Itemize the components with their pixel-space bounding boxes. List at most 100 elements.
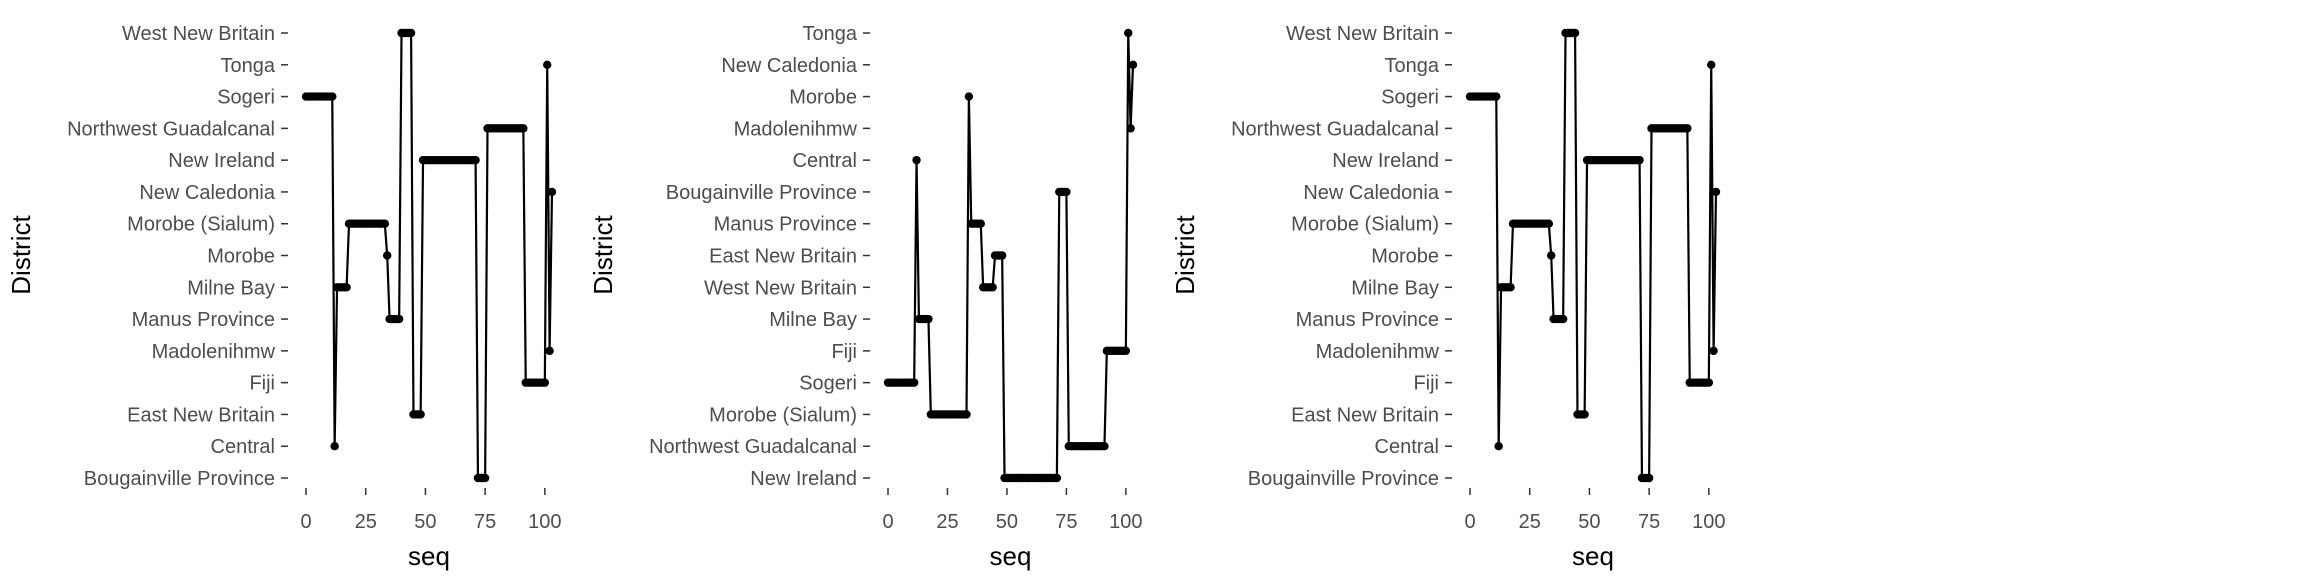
y-tick-label: Manus Province (132, 309, 275, 331)
x-axis-title: seq (408, 541, 450, 571)
data-point (1124, 28, 1133, 38)
x-tick-label: 75 (474, 511, 496, 533)
data-point (1644, 473, 1654, 483)
x-tick-label: 75 (1055, 511, 1077, 533)
x-tick-label: 50 (996, 511, 1018, 533)
data-point (471, 155, 480, 165)
y-tick-label: Bougainville Province (666, 182, 857, 204)
y-tick-label: West New Britain (704, 277, 857, 299)
y-tick-label: Northwest Guadalcanal (67, 118, 275, 140)
y-axis-title: District (1170, 215, 1200, 295)
y-tick-label: Manus Province (1296, 309, 1439, 331)
y-tick-label: Fiji (1413, 373, 1439, 395)
y-tick-label: East New Britain (709, 246, 857, 268)
x-tick-label: 25 (936, 511, 958, 533)
data-point (924, 314, 933, 324)
x-tick-label: 25 (355, 511, 377, 533)
y-tick-label: Morobe (Sialum) (709, 404, 857, 426)
chart-panel-2: New Ireland Northwest Guadalcanal Morobe (… (588, 23, 1143, 571)
y-tick-label: New Ireland (750, 468, 857, 490)
y-tick-label: West New Britain (1286, 23, 1439, 45)
data-point (342, 283, 351, 292)
data-point (1709, 346, 1718, 356)
data-point (1506, 283, 1515, 292)
data-point (1128, 60, 1138, 69)
data-point (519, 124, 528, 133)
data-point (1683, 124, 1692, 133)
y-tick-label: Morobe (207, 246, 275, 268)
y-tick-label: Madolenihmw (734, 118, 858, 140)
data-point (540, 378, 550, 387)
data-point (1711, 187, 1721, 197)
y-tick-label: Tonga (803, 23, 858, 45)
y-axis-title: District (6, 215, 36, 295)
y-tick-label: West New Britain (122, 23, 275, 45)
y-tick-label: Northwest Guadalcanal (1231, 118, 1439, 140)
series-line (1470, 31, 1718, 480)
x-axis-title: seq (990, 541, 1032, 571)
data-point (545, 346, 554, 356)
data-point (1558, 314, 1568, 324)
data-point (480, 473, 490, 483)
data-point (964, 92, 974, 101)
y-tick-label: Central (211, 436, 275, 458)
y-tick-label: Milne Bay (1351, 277, 1439, 299)
y-axis-title: District (588, 215, 618, 295)
y-tick-label: Milne Bay (187, 277, 275, 299)
x-tick-label: 0 (300, 511, 311, 533)
data-point (1570, 28, 1580, 38)
data-point (383, 251, 392, 260)
x-tick-label: 100 (1109, 511, 1142, 533)
y-tick-label: Morobe (789, 87, 857, 109)
x-tick-label: 25 (1519, 511, 1541, 533)
data-point (1547, 251, 1556, 260)
y-tick-label: Central (1375, 436, 1439, 458)
y-tick-label: Central (793, 150, 857, 172)
data-point (997, 251, 1007, 260)
chart-panel-1: Bougainville Province Central East New Bri… (6, 23, 562, 571)
data-point (1126, 124, 1135, 133)
y-tick-label: Morobe (Sialum) (127, 214, 275, 236)
data-point (1580, 410, 1589, 419)
data-point (330, 442, 339, 451)
y-tick-label: New Ireland (1332, 150, 1439, 172)
y-tick-label: Northwest Guadalcanal (649, 436, 857, 458)
chart-panel-3: Bougainville Province Central East New Bri… (1170, 23, 1726, 571)
y-tick-label: New Caledonia (721, 55, 858, 77)
x-tick-label: 50 (1578, 511, 1600, 533)
y-tick-label: New Caledonia (1303, 182, 1440, 204)
y-tick-label: New Ireland (168, 150, 275, 172)
y-tick-label: Morobe (Sialum) (1291, 214, 1439, 236)
data-point (547, 187, 557, 197)
data-point (909, 378, 919, 387)
series-line (888, 31, 1135, 480)
data-point (1635, 155, 1644, 165)
data-point (1707, 60, 1716, 69)
data-point (406, 28, 416, 38)
y-tick-label: Madolenihmw (152, 341, 276, 363)
y-tick-label: Tonga (1385, 55, 1440, 77)
data-point (976, 219, 985, 228)
data-point (1544, 219, 1554, 228)
data-point (1492, 92, 1501, 101)
data-point (394, 314, 404, 324)
data-point (988, 283, 997, 292)
x-axis-title: seq (1572, 541, 1614, 571)
y-tick-label: Bougainville Province (84, 468, 275, 490)
y-tick-label: Manus Province (714, 214, 857, 236)
data-point (962, 410, 971, 419)
y-tick-label: Milne Bay (769, 309, 857, 331)
x-tick-label: 0 (882, 511, 893, 533)
y-tick-label: Sogeri (1381, 87, 1439, 109)
data-point (1494, 442, 1503, 451)
data-point (1062, 187, 1071, 197)
data-point (1052, 473, 1062, 483)
y-tick-label: Bougainville Province (1248, 468, 1439, 490)
series-line (306, 31, 554, 480)
x-tick-label: 100 (528, 511, 561, 533)
data-point (1100, 442, 1109, 451)
x-tick-label: 0 (1464, 511, 1475, 533)
y-tick-label: East New Britain (127, 404, 275, 426)
